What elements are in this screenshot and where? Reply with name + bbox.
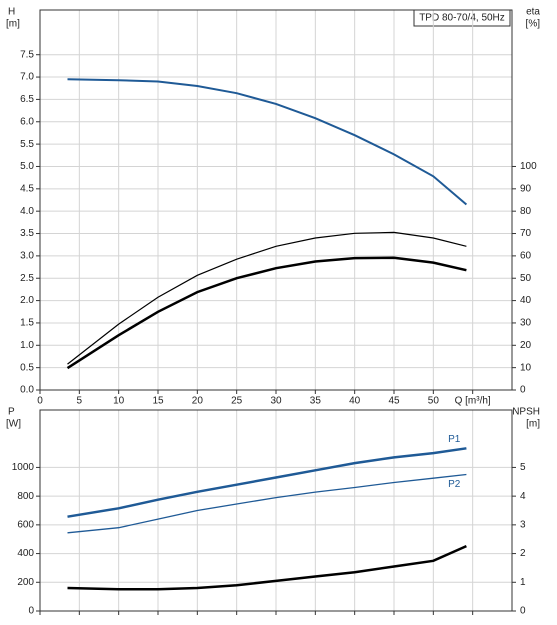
chart-title: TPD 80-70/4, 50Hz — [419, 13, 505, 24]
y2-tick-label: 90 — [520, 183, 532, 194]
curve — [67, 447, 467, 518]
y2-axis-unit: [m] — [526, 419, 540, 430]
y2-axis-label: eta — [526, 7, 540, 18]
y2-tick-label: 20 — [520, 340, 532, 351]
curve — [67, 231, 467, 365]
y2-tick-label: 80 — [520, 206, 532, 217]
x-tick-label: 20 — [192, 396, 204, 407]
y-tick-label: 1000 — [12, 462, 35, 473]
x-tick-label: 30 — [270, 396, 282, 407]
y-tick-label: 3.5 — [20, 228, 34, 239]
y2-tick-label: 1 — [520, 577, 526, 588]
y-tick-label: 4.5 — [20, 183, 34, 194]
y-tick-label: 800 — [17, 491, 34, 502]
y-tick-label: 3.0 — [20, 251, 34, 262]
y-tick-label: 600 — [17, 519, 34, 530]
y-tick-label: 5.5 — [20, 139, 34, 150]
x-tick-label: 45 — [388, 396, 400, 407]
y2-tick-label: 70 — [520, 228, 532, 239]
x-tick-label: 40 — [349, 396, 361, 407]
y-axis-label: H — [8, 7, 15, 18]
y-tick-label: 1.0 — [20, 340, 34, 351]
y2-tick-label: 5 — [520, 462, 526, 473]
x-tick-label: 50 — [428, 396, 440, 407]
y2-tick-label: 3 — [520, 519, 526, 530]
y2-tick-label: 10 — [520, 362, 532, 373]
curve — [67, 544, 467, 591]
y-axis-unit: [W] — [6, 419, 21, 430]
y2-tick-label: 60 — [520, 251, 532, 262]
x-tick-label: 5 — [77, 396, 83, 407]
y-tick-label: 0 — [28, 606, 34, 617]
y-tick-label: 0.0 — [20, 385, 34, 396]
plot-frame — [39, 9, 513, 391]
y-tick-label: 2.0 — [20, 295, 34, 306]
x-tick-label: 0 — [37, 396, 43, 407]
y2-axis-unit: [%] — [526, 19, 541, 30]
series-label: P1 — [448, 434, 461, 445]
y-tick-label: 6.5 — [20, 94, 34, 105]
curve — [67, 473, 467, 534]
y-axis-unit: [m] — [6, 19, 20, 30]
y-tick-label: 0.5 — [20, 362, 34, 373]
y2-tick-label: 2 — [520, 548, 526, 559]
y-tick-label: 6.0 — [20, 116, 34, 127]
y-tick-label: 2.5 — [20, 273, 34, 284]
plot-frame — [39, 409, 513, 612]
y-axis-label: P — [8, 407, 15, 418]
series-label: P2 — [448, 479, 461, 490]
y2-tick-label: 30 — [520, 318, 532, 329]
x-tick-label: 35 — [310, 396, 322, 407]
y-tick-label: 1.5 — [20, 318, 34, 329]
y-tick-label: 5.0 — [20, 161, 34, 172]
curve — [66, 256, 467, 370]
y2-tick-label: 4 — [520, 491, 526, 502]
x-tick-label: 10 — [113, 396, 125, 407]
x-tick-label: 25 — [231, 396, 243, 407]
curve — [67, 78, 468, 206]
y2-tick-label: 0 — [520, 385, 526, 396]
y2-tick-label: 0 — [520, 606, 526, 617]
y-tick-label: 7.5 — [20, 49, 34, 60]
y2-tick-label: 100 — [520, 161, 537, 172]
x-tick-label: Q [m³/h] — [455, 396, 491, 407]
y2-tick-label: 50 — [520, 273, 532, 284]
x-tick-label: 15 — [152, 396, 164, 407]
y-tick-label: 200 — [17, 577, 34, 588]
y-tick-label: 7.0 — [20, 72, 34, 83]
y2-tick-label: 40 — [520, 295, 532, 306]
y-tick-label: 4.0 — [20, 206, 34, 217]
y-tick-label: 400 — [17, 548, 34, 559]
y2-axis-label: NPSH — [512, 407, 540, 418]
